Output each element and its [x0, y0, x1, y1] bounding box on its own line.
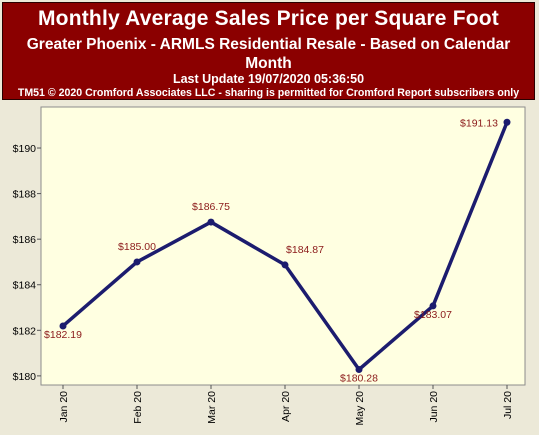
x-tick-label: Apr 20 — [280, 391, 292, 422]
data-point — [207, 218, 215, 226]
data-label: $191.13 — [460, 117, 498, 129]
y-tick-label: $182 — [13, 325, 37, 337]
chart-area: $180 $182 $184 $186 $188 $190 Jan 20 Feb 20 Mar … — [0, 100, 539, 435]
data-point — [429, 302, 437, 310]
data-label: $183.07 — [414, 309, 452, 321]
data-point — [503, 118, 511, 126]
y-tick-label: $186 — [13, 234, 37, 246]
x-tick-label: Feb 20 — [132, 391, 144, 424]
chart-header: Monthly Average Sales Price per Square F… — [2, 2, 535, 100]
plot-area — [40, 106, 526, 386]
data-point — [281, 261, 289, 269]
data-point — [133, 258, 141, 266]
data-label: $180.28 — [340, 373, 378, 385]
x-tick-label: Jul 20 — [502, 391, 514, 419]
last-update-text: Last Update 19/07/2020 05:36:50 — [172, 72, 365, 86]
data-label: $186.75 — [192, 201, 230, 213]
y-tick-label: $190 — [13, 143, 37, 155]
chart-title: Monthly Average Sales Price per Square F… — [37, 7, 499, 30]
y-tick-label: $188 — [13, 189, 37, 201]
x-tick-label: May 20 — [354, 391, 366, 426]
data-label: $184.87 — [286, 244, 324, 256]
y-tick-label: $180 — [13, 371, 37, 383]
line-chart: $180 $182 $184 $186 $188 $190 Jan 20 Feb 20 Mar … — [13, 106, 526, 426]
x-tick-label: Mar 20 — [206, 391, 218, 424]
x-tick-label: Jun 20 — [428, 391, 440, 423]
data-label: $185.00 — [118, 241, 156, 253]
chart-subtitle: Greater Phoenix - ARMLS Residential Resa… — [26, 36, 511, 72]
y-tick-label: $184 — [13, 280, 37, 292]
copyright-text: TM51 © 2020 Cromford Associates LLC - sh… — [17, 87, 520, 99]
data-label: $182.19 — [44, 329, 82, 341]
data-point — [355, 366, 363, 374]
data-point — [59, 322, 67, 330]
x-tick-label: Jan 20 — [58, 391, 70, 423]
